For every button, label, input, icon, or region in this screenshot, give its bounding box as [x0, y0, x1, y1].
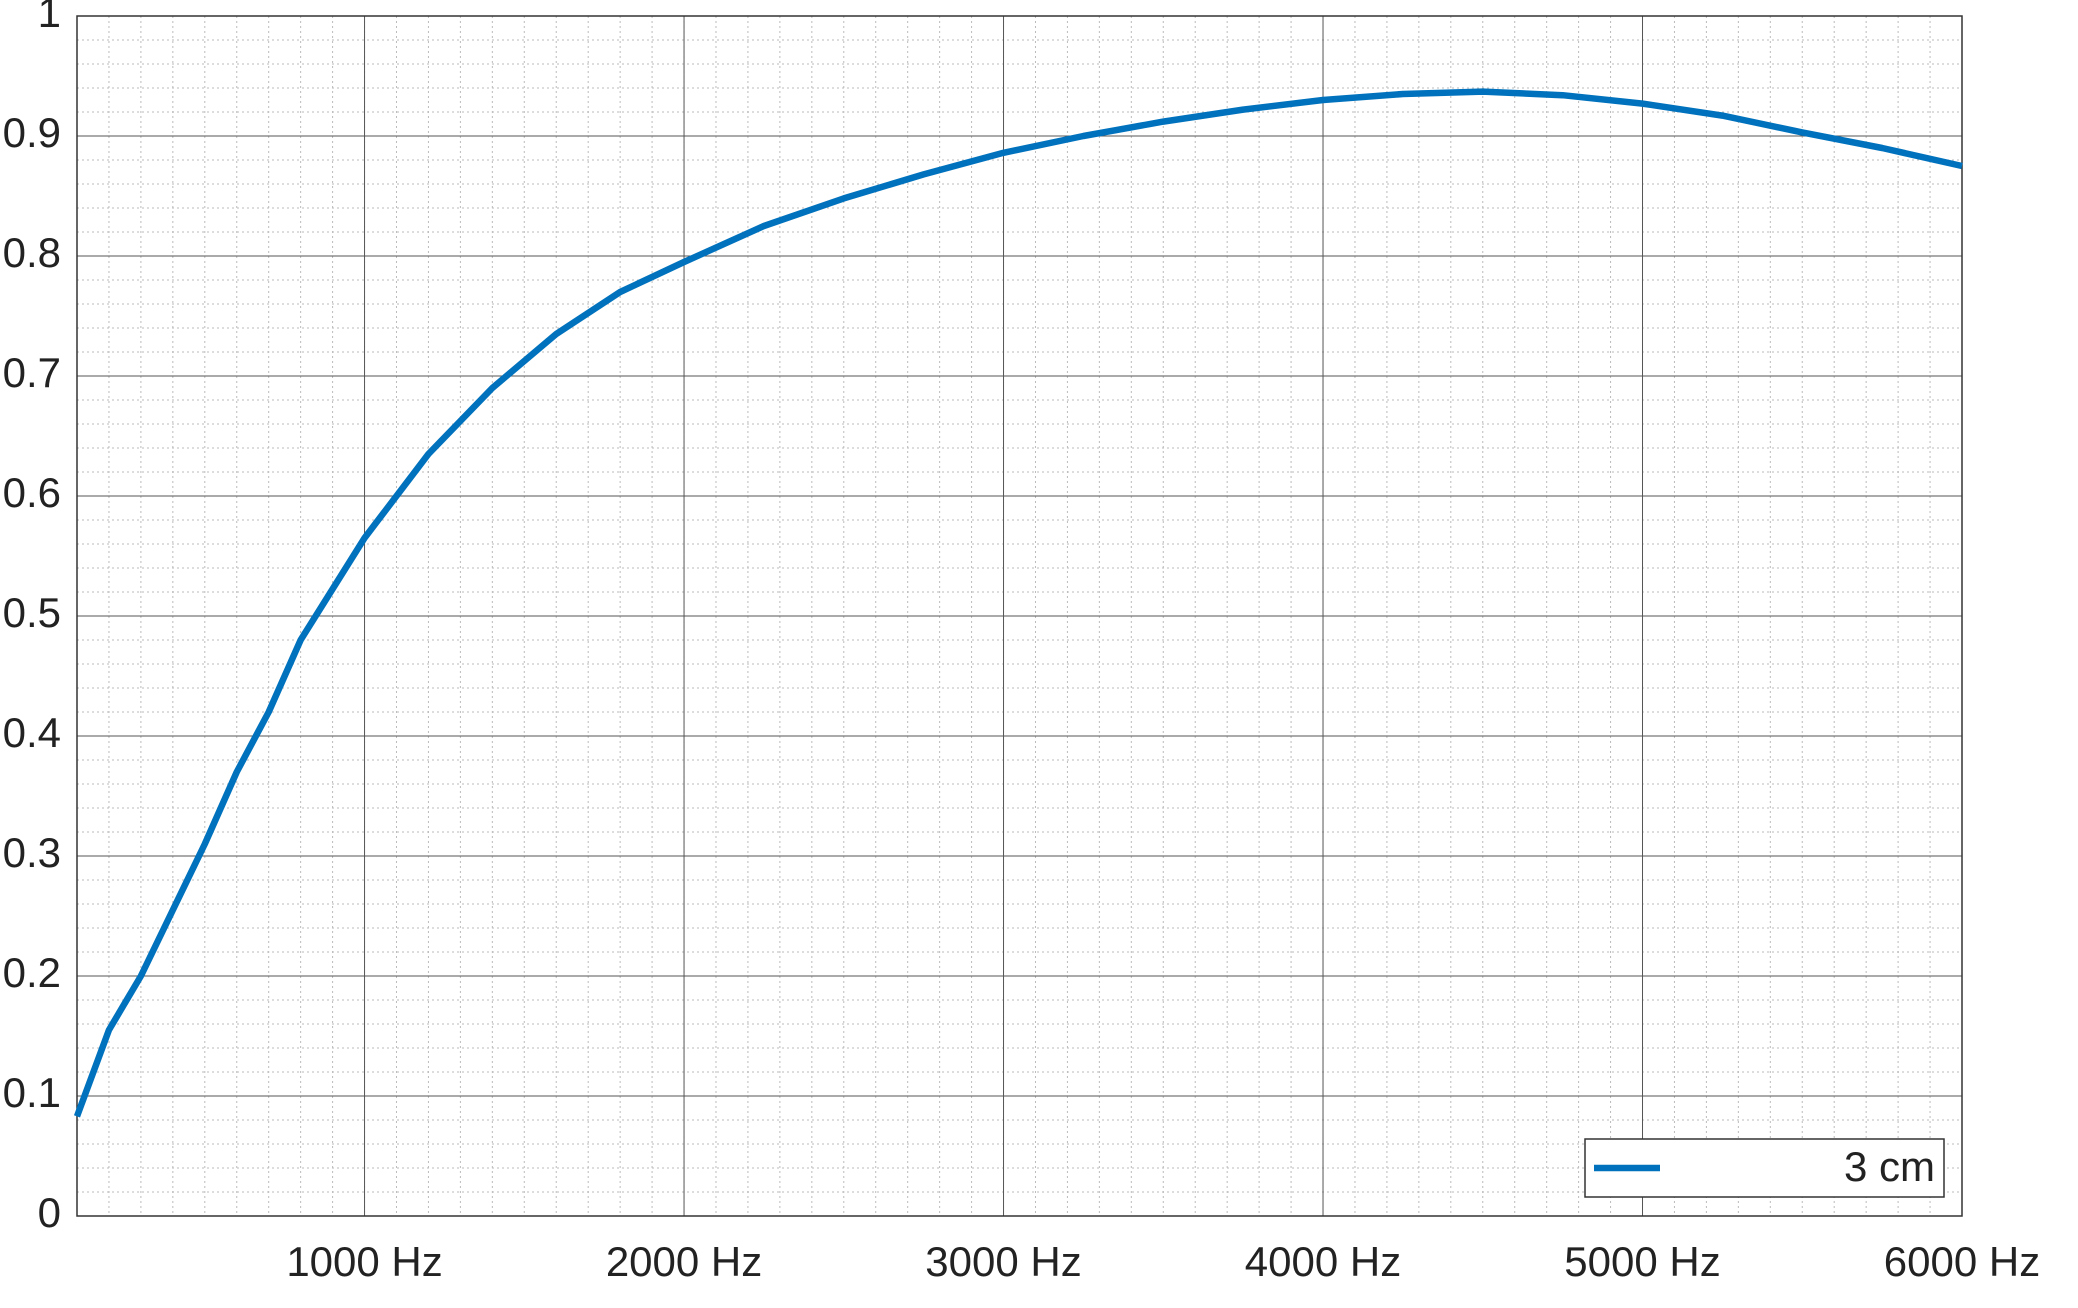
- y-tick-label: 1: [38, 0, 61, 36]
- x-tick-label: 6000 Hz: [1884, 1238, 2040, 1285]
- y-tick-label: 0: [38, 1189, 61, 1236]
- y-tick-label: 0.9: [3, 109, 61, 156]
- y-tick-label: 0.3: [3, 829, 61, 876]
- data-line: [73, 88, 1963, 1118]
- y-tick-label: 0.4: [3, 709, 61, 756]
- x-tick-label: 1000 Hz: [286, 1238, 442, 1285]
- x-tick-label: 2000 Hz: [606, 1238, 762, 1285]
- y-tick-label: 0.6: [3, 469, 61, 516]
- x-tick-label: 4000 Hz: [1245, 1238, 1401, 1285]
- plot-frame: [76, 15, 1963, 1217]
- legend: 3 cm: [1584, 1138, 1945, 1198]
- y-tick-label: 0.1: [3, 1069, 61, 1116]
- x-tick-label: 3000 Hz: [925, 1238, 1081, 1285]
- x-tick-label: 5000 Hz: [1564, 1238, 1720, 1285]
- y-tick-label: 0.7: [3, 349, 61, 396]
- y-tick-label: 0.8: [3, 229, 61, 276]
- legend-label: 3 cm: [1844, 1143, 1935, 1190]
- y-tick-label: 0.5: [3, 589, 61, 636]
- y-tick-label: 0.2: [3, 949, 61, 996]
